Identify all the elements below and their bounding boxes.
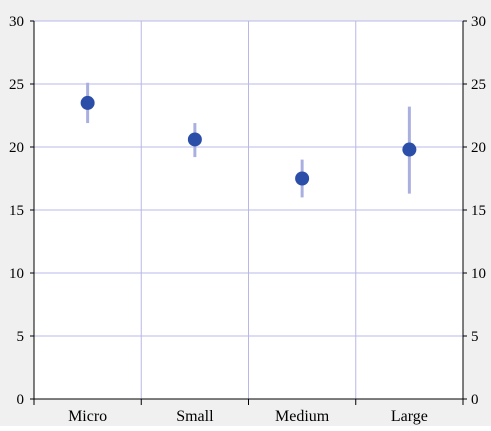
y-tick-label-left: 10 [9, 266, 24, 282]
y-tick-label-left: 25 [9, 77, 24, 93]
x-tick-label: Small [176, 408, 214, 425]
tick-label-layer: 0 0 5 5 10 10 15 15 20 20 25 25 30 30 Micro Small Medium… [9, 14, 486, 425]
y-tick-label-right: 5 [471, 329, 479, 345]
data-point [187, 132, 202, 147]
x-tick-label: Medium [275, 408, 330, 425]
y-tick-label-right: 25 [471, 77, 486, 93]
y-tick-label-right: 20 [471, 140, 486, 156]
x-tick-label: Micro [68, 408, 107, 425]
data-point [80, 95, 95, 110]
y-tick-label-left: 30 [9, 14, 24, 30]
y-tick-label-left: 15 [9, 203, 24, 219]
y-tick-label-right: 30 [471, 14, 486, 30]
axis-layer [30, 20, 467, 405]
y-tick-label-right: 0 [471, 392, 479, 408]
y-tick-label-left: 5 [17, 329, 25, 345]
data-point [295, 171, 310, 186]
data-point [402, 142, 417, 157]
grid-layer [34, 20, 463, 399]
data-mark-layer [80, 82, 417, 198]
y-tick-label-right: 15 [471, 203, 486, 219]
y-tick-label-right: 10 [471, 266, 486, 282]
y-tick-label-left: 0 [17, 392, 25, 408]
y-tick-label-left: 20 [9, 140, 24, 156]
x-tick-label: Large [391, 408, 428, 425]
